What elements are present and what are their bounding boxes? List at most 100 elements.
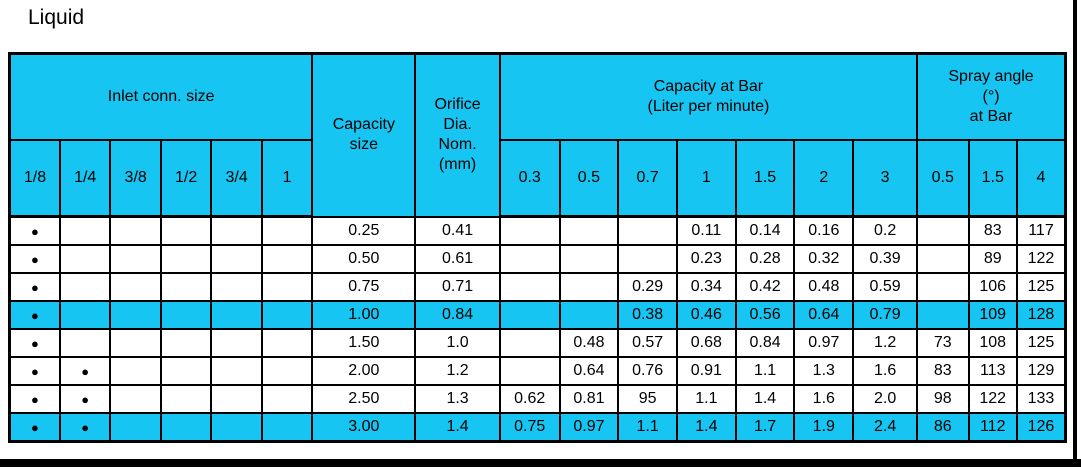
value-cell [498, 215, 561, 246]
spray-bar-header: 0.5 [916, 139, 970, 218]
bar-pressure-header: 0.7 [617, 139, 678, 218]
value-cell [210, 328, 263, 358]
value-cell: 126 [1015, 412, 1067, 443]
capacity-size-header: Capacity size [311, 52, 417, 218]
value-cell: 1.2 [852, 328, 919, 358]
value-cell: 1.9 [793, 412, 855, 443]
value-cell: 125 [1015, 272, 1067, 302]
value-cell: 73 [916, 328, 970, 358]
value-cell [558, 215, 620, 246]
table-row: ● 0.25 0.41 0.11 0.14 0.16 0.2 83 117 [8, 215, 1067, 246]
value-cell: 0.81 [558, 384, 620, 414]
value-cell: 0.68 [676, 328, 737, 358]
group-header-row: Inlet conn. size Capacity size Orifice D… [8, 52, 1067, 218]
value-cell: 1.4 [734, 384, 796, 414]
value-cell: 0.2 [852, 215, 919, 246]
inlet-dot-cell: ● [8, 244, 61, 274]
value-cell [260, 412, 314, 443]
value-cell: 0.29 [617, 272, 678, 302]
value-cell [109, 244, 162, 274]
value-cell [159, 300, 213, 330]
value-cell: 0.75 [498, 412, 561, 443]
value-cell: 0.64 [558, 356, 620, 386]
value-cell [916, 300, 970, 330]
value-cell: 0.41 [414, 215, 501, 246]
inlet-dot-cell: ● [58, 356, 112, 386]
inlet-dot-cell: ● [8, 272, 61, 302]
table-row: ● 0.75 0.71 0.29 0.34 0.42 0.48 0.59 106 125 [8, 272, 1067, 302]
value-cell [558, 272, 620, 302]
value-cell: 122 [967, 384, 1018, 414]
inlet-dot-cell: ● [8, 215, 61, 246]
value-cell: 0.39 [852, 244, 919, 274]
value-cell [498, 356, 561, 386]
value-cell [109, 328, 162, 358]
value-cell [159, 244, 213, 274]
inlet-dot-cell: ● [8, 328, 61, 358]
page-right-border [1073, 0, 1077, 467]
value-cell: 0.46 [676, 300, 737, 330]
value-cell: 0.23 [676, 244, 737, 274]
value-cell [159, 328, 213, 358]
sub-header-row: 1/8 1/4 3/8 1/2 3/4 1 0.3 0.5 0.7 1 1.5 … [8, 139, 1067, 218]
value-cell: 1.3 [414, 384, 501, 414]
table-row: ● 1.00 0.84 0.38 0.46 0.56 0.64 0.79 109 128 [8, 300, 1067, 330]
value-cell: 0.48 [558, 328, 620, 358]
value-cell [58, 328, 112, 358]
value-cell [498, 244, 561, 274]
value-cell: 0.79 [852, 300, 919, 330]
table-row: ● 0.50 0.61 0.23 0.28 0.32 0.39 89 122 [8, 244, 1067, 274]
inlet-size-header: 3/4 [210, 139, 263, 218]
inlet-size-header: 1/4 [58, 139, 112, 218]
value-cell: 2.4 [852, 412, 919, 443]
value-cell: 0.14 [734, 215, 796, 246]
value-cell: 83 [967, 215, 1018, 246]
value-cell: 1.6 [852, 356, 919, 386]
value-cell: 0.91 [676, 356, 737, 386]
value-cell: 1.1 [617, 412, 678, 443]
value-cell: 0.42 [734, 272, 796, 302]
table-body: ● 0.25 0.41 0.11 0.14 0.16 0.2 83 117 ● 0.50 0.61 0.… [8, 215, 1067, 443]
value-cell [617, 215, 678, 246]
value-cell [498, 272, 561, 302]
value-cell: 3.00 [311, 412, 417, 443]
value-cell: 0.75 [311, 272, 417, 302]
value-cell [210, 244, 263, 274]
table-row: ● ● 3.00 1.4 0.75 0.97 1.1 1.4 1.7 1.9 2.4 86 112 126 [8, 412, 1067, 443]
value-cell: 0.34 [676, 272, 737, 302]
value-cell [58, 244, 112, 274]
value-cell: 0.71 [414, 272, 501, 302]
value-cell [916, 244, 970, 274]
bar-pressure-header: 3 [852, 139, 919, 218]
value-cell: 1.4 [676, 412, 737, 443]
value-cell: 0.76 [617, 356, 678, 386]
value-cell: 2.50 [311, 384, 417, 414]
table-row: ● ● 2.50 1.3 0.62 0.81 95 1.1 1.4 1.6 2.0 98 122 133 [8, 384, 1067, 414]
value-cell [210, 300, 263, 330]
value-cell: 1.6 [793, 384, 855, 414]
inlet-dot-cell: ● [8, 300, 61, 330]
value-cell: 89 [967, 244, 1018, 274]
value-cell [159, 412, 213, 443]
value-cell [109, 356, 162, 386]
value-cell [260, 215, 314, 246]
inlet-dot-cell: ● [58, 412, 112, 443]
value-cell [58, 272, 112, 302]
value-cell: 0.11 [676, 215, 737, 246]
value-cell: 0.59 [852, 272, 919, 302]
value-cell [159, 215, 213, 246]
value-cell: 1.00 [311, 300, 417, 330]
value-cell [58, 300, 112, 330]
value-cell: 0.84 [734, 328, 796, 358]
value-cell: 106 [967, 272, 1018, 302]
value-cell [109, 215, 162, 246]
value-cell [159, 356, 213, 386]
bar-pressure-header: 2 [793, 139, 855, 218]
value-cell: 0.64 [793, 300, 855, 330]
value-cell [260, 384, 314, 414]
value-cell [109, 300, 162, 330]
inlet-dot-cell: ● [8, 356, 61, 386]
inlet-group-header: Inlet conn. size [8, 52, 314, 141]
value-cell [498, 328, 561, 358]
